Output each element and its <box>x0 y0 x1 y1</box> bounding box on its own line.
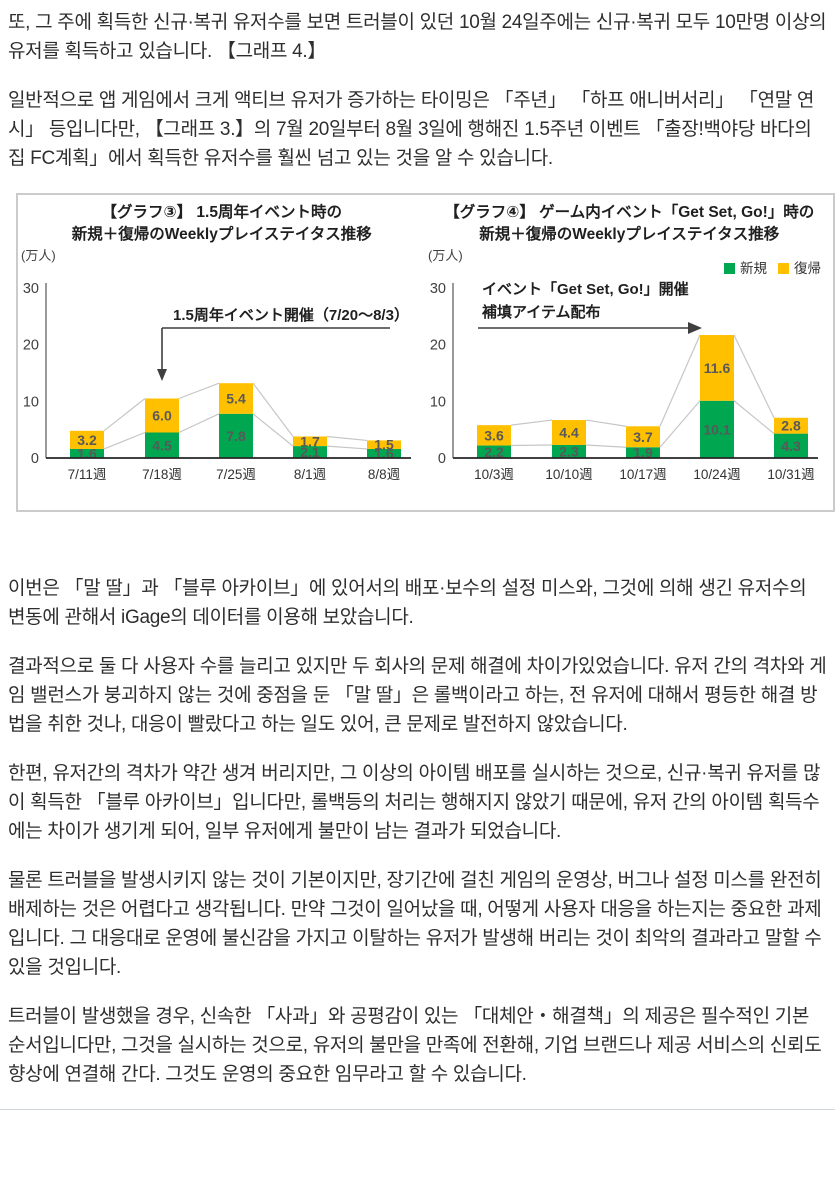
graph4-title-line1: 【グラフ④】 ゲーム内イベント「Get Set, Go!」時の <box>444 204 815 221</box>
svg-text:(万人): (万人) <box>21 248 56 263</box>
svg-text:補填アイテム配布: 補填アイテム配布 <box>481 303 601 321</box>
svg-text:8/8週: 8/8週 <box>368 467 401 482</box>
svg-text:10/17週: 10/17週 <box>620 467 668 482</box>
paragraph-6: 물론 트러블을 발생시키지 않는 것이 기본이지만, 장기간에 걸친 게임의 운… <box>8 870 822 978</box>
graph3-figure: 【グラフ③】 1.5周年イベント時の 新規＋復帰のWeeklyプレイステイタス推… <box>18 200 426 506</box>
svg-text:4.4: 4.4 <box>560 425 580 441</box>
graph4-title-line2: 新規＋復帰のWeeklyプレイステイタス推移 <box>479 226 780 243</box>
graph3-title-line1: 【グラフ③】 1.5周年イベント時の <box>101 204 342 221</box>
graph3-title: 【グラフ③】 1.5周年イベント時の 新規＋復帰のWeeklyプレイステイタス推… <box>18 202 426 248</box>
svg-text:10: 10 <box>23 394 39 410</box>
svg-text:3.7: 3.7 <box>634 429 654 445</box>
svg-text:(万人): (万人) <box>428 248 463 263</box>
svg-text:2.1: 2.1 <box>300 444 320 460</box>
svg-text:8/1週: 8/1週 <box>294 467 327 482</box>
graph3-title-line2: 新規＋復帰のWeeklyプレイステイタス推移 <box>71 226 372 243</box>
graph3-chart: (万人)01020303.21.67/11週6.04.57/18週5.47.87… <box>21 248 411 482</box>
svg-text:1.5周年イベント開催（7/20～8/3）: 1.5周年イベント開催（7/20～8/3） <box>173 306 409 324</box>
svg-text:11.6: 11.6 <box>704 360 731 376</box>
svg-text:2.8: 2.8 <box>782 418 802 434</box>
svg-text:30: 30 <box>23 281 39 297</box>
paragraph-1: 또, 그 주에 획득한 신규·복귀 유저수를 보면 트러블이 있던 10월 24… <box>8 12 827 62</box>
article: 또, 그 주에 획득한 신규·복귀 유저수를 보면 트러블이 있던 10월 24… <box>0 8 835 1089</box>
svg-text:1.9: 1.9 <box>634 445 654 461</box>
svg-text:10/31週: 10/31週 <box>768 467 816 482</box>
svg-text:2.3: 2.3 <box>560 443 580 459</box>
paragraph-7: 트러블이 발생했을 경우, 신속한 「사과」와 공평감이 있는 「대체안・해결책… <box>8 1006 822 1085</box>
svg-text:7/25週: 7/25週 <box>216 467 256 482</box>
svg-text:新規: 新規 <box>740 261 768 276</box>
svg-text:30: 30 <box>430 281 446 297</box>
svg-text:10.1: 10.1 <box>704 421 731 437</box>
svg-text:0: 0 <box>438 451 446 467</box>
svg-text:10: 10 <box>430 394 446 410</box>
svg-text:10/3週: 10/3週 <box>474 467 514 482</box>
paragraph-4: 결과적으로 둘 다 사용자 수를 늘리고 있지만 두 회사의 문제 해결에 차이… <box>8 656 827 735</box>
svg-text:1.5: 1.5 <box>374 437 394 453</box>
svg-text:6.0: 6.0 <box>152 408 172 424</box>
svg-text:7/11週: 7/11週 <box>67 467 106 482</box>
svg-text:3.6: 3.6 <box>485 427 505 443</box>
svg-text:4.3: 4.3 <box>782 438 802 454</box>
bottom-divider <box>0 1109 835 1112</box>
svg-text:0: 0 <box>31 451 39 467</box>
paragraph-5: 한편, 유저간의 격차가 약간 생겨 버리지만, 그 이상의 아이템 배포를 실… <box>8 763 821 842</box>
svg-text:20: 20 <box>430 338 446 354</box>
svg-text:1.6: 1.6 <box>77 445 97 461</box>
svg-text:10/24週: 10/24週 <box>694 467 742 482</box>
paragraph-2: 일반적으로 앱 게임에서 크게 액티브 유저가 증가하는 타이밍은 「주년」 「… <box>8 90 815 169</box>
svg-text:10/10週: 10/10週 <box>546 467 594 482</box>
svg-text:5.4: 5.4 <box>226 391 246 407</box>
svg-text:7/18週: 7/18週 <box>142 467 182 482</box>
svg-text:復帰: 復帰 <box>794 260 821 276</box>
svg-text:1.6: 1.6 <box>374 445 394 461</box>
svg-text:イベント「Get Set, Go!」開催: イベント「Get Set, Go!」開催 <box>482 280 689 298</box>
svg-text:3.2: 3.2 <box>77 432 97 448</box>
charts-panel: 【グラフ③】 1.5周年イベント時の 新規＋復帰のWeeklyプレイステイタス推… <box>16 193 835 512</box>
svg-text:2.2: 2.2 <box>485 444 505 460</box>
graph4-figure: 【グラフ④】 ゲーム内イベント「Get Set, Go!」時の 新規＋復帰のWe… <box>426 200 834 506</box>
graph4-title: 【グラフ④】 ゲーム内イベント「Get Set, Go!」時の 新規＋復帰のWe… <box>426 202 834 248</box>
paragraph-3: 이번은 「말 딸」과 「블루 아카이브」에 있어서의 배포·보수의 설정 미스와… <box>8 578 807 628</box>
svg-text:7.8: 7.8 <box>226 428 246 444</box>
svg-text:20: 20 <box>23 338 39 354</box>
svg-text:4.5: 4.5 <box>152 437 172 453</box>
svg-text:1.7: 1.7 <box>300 433 320 449</box>
graph4-chart: (万人) 0 10 20 30 3.62.2 10/3週 4.4 2.3 10/10週 3.71.9… <box>428 248 821 482</box>
